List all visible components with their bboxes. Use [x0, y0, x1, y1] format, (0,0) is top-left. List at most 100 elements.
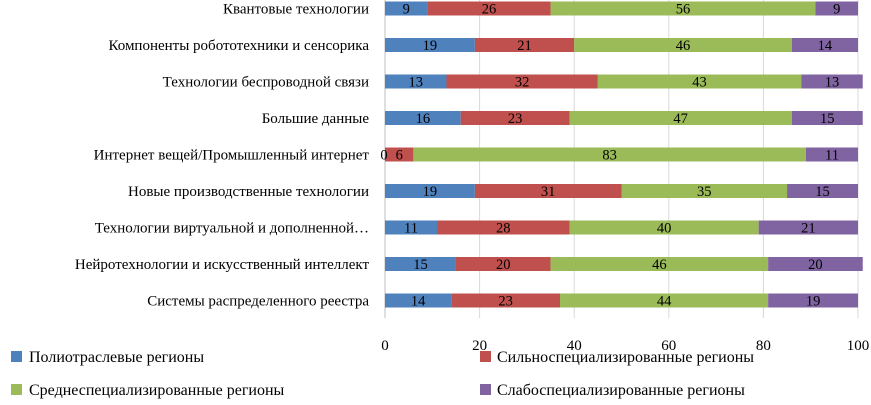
- category-labels: Квантовые технологии Компоненты робототех…: [75, 2, 370, 310]
- bar-segment: [460, 111, 570, 125]
- x-tick-label: 80: [756, 338, 771, 354]
- data-label: 16: [416, 111, 431, 127]
- bar-segment: [451, 293, 561, 308]
- category-label: Системы распределенного реестра: [147, 294, 369, 310]
- bar-segment: [427, 1, 551, 16]
- data-label: 6: [396, 148, 403, 164]
- data-label: 40: [657, 221, 672, 237]
- x-tick-label: 20: [472, 338, 487, 354]
- data-label: 15: [820, 111, 835, 127]
- x-axis-ticks: 0 20 40 60 80 100: [381, 338, 869, 354]
- data-label: 13: [408, 75, 423, 91]
- data-label: 19: [423, 38, 438, 54]
- bar-segment: [758, 220, 858, 235]
- bar-segment: [574, 38, 792, 52]
- legend-label: Полиотраслевые регионы: [29, 349, 204, 366]
- category-label: Технологии виртуальной и дополненной…: [95, 221, 369, 237]
- data-label: 43: [692, 75, 707, 91]
- data-label: 19: [423, 184, 438, 200]
- category-label: Нейротехнологии и искусственный интеллек…: [75, 257, 370, 273]
- bar-segment: [550, 257, 769, 271]
- data-label: 31: [541, 184, 556, 200]
- bar-segment: [385, 38, 475, 52]
- category-label: Квантовые технологии: [223, 2, 369, 18]
- data-label: 11: [825, 148, 839, 164]
- bar-segment: [621, 184, 788, 198]
- bar-segment: [385, 257, 456, 271]
- category-label: Компоненты робототехники и сенсорика: [108, 38, 369, 54]
- legend-label: Сильноспециализированные регионы: [497, 349, 754, 366]
- data-label: 13: [825, 75, 840, 91]
- legend-swatch: [11, 384, 22, 395]
- bar-segment: [791, 38, 858, 52]
- bar-segment: [385, 111, 461, 125]
- bar-segment: [560, 293, 769, 308]
- data-label: 23: [498, 294, 513, 310]
- data-label: 20: [496, 257, 511, 273]
- bar-segment: [791, 111, 863, 125]
- data-label: 47: [673, 111, 688, 127]
- data-label: 11: [404, 221, 418, 237]
- data-label: 20: [808, 257, 823, 273]
- x-tick-label: 40: [567, 338, 582, 354]
- data-label: 15: [413, 257, 428, 273]
- bar-segment: [597, 74, 802, 89]
- x-tick-label: 60: [661, 338, 676, 354]
- legend-swatch: [480, 351, 491, 362]
- bar-segment: [385, 293, 452, 308]
- bar-segment: [413, 147, 806, 162]
- data-label: 32: [515, 75, 530, 91]
- data-label: 0: [380, 148, 387, 164]
- bars: [385, 1, 863, 308]
- bar-segment: [550, 1, 816, 16]
- bar-segment: [768, 293, 858, 308]
- data-label: 9: [833, 2, 840, 18]
- legend-label: Слабоспециализированные регионы: [497, 382, 745, 399]
- data-label: 83: [602, 148, 617, 164]
- bar-segment: [569, 111, 792, 125]
- bar-segment: [768, 257, 863, 271]
- bar-segment: [385, 184, 475, 198]
- data-label: 35: [697, 184, 712, 200]
- data-label: 14: [411, 294, 426, 310]
- legend-label: Среднеспециализированные регионы: [29, 382, 285, 399]
- bar-segment: [569, 220, 759, 235]
- legend: Полиотраслевые регионы Сильноспециализиро…: [11, 349, 754, 399]
- bar-segment: [474, 184, 622, 198]
- data-label: 44: [657, 294, 672, 310]
- data-label: 46: [652, 257, 667, 273]
- category-label: Новые производственные технологии: [128, 184, 369, 200]
- bar-segment: [385, 220, 438, 235]
- data-label: 46: [676, 38, 691, 54]
- bar-segment: [385, 74, 447, 89]
- data-label: 21: [801, 221, 816, 237]
- x-tick-label: 0: [381, 338, 389, 354]
- category-label: Технологии беспроводной связи: [163, 75, 369, 91]
- bar-segment: [815, 1, 858, 16]
- bar-segment: [446, 74, 598, 89]
- legend-swatch: [480, 384, 491, 395]
- legend-swatch: [11, 351, 22, 362]
- data-label: 23: [508, 111, 523, 127]
- bar-segment: [474, 38, 575, 52]
- bar-segment: [385, 147, 414, 162]
- data-label: 15: [815, 184, 830, 200]
- data-label: 14: [818, 38, 833, 54]
- bar-segment: [385, 1, 428, 16]
- category-label: Большие данные: [262, 111, 370, 127]
- data-label: 19: [806, 294, 821, 310]
- data-label: 28: [496, 221, 511, 237]
- data-label: 56: [676, 2, 691, 18]
- bar-segment: [801, 74, 863, 89]
- data-label: 9: [403, 2, 410, 18]
- x-tick-label: 100: [847, 338, 870, 354]
- bar-segment: [787, 184, 858, 198]
- data-label: 26: [482, 2, 497, 18]
- category-label: Интернет вещей/Промышленный интернет: [94, 148, 370, 164]
- data-labels: 9 26 56 9 19 21 46 14 13 32 43 13 16 23 47 15 0 6 83 11 19 31…: [380, 2, 840, 310]
- bar-segment: [455, 257, 551, 271]
- data-label: 21: [517, 38, 532, 54]
- bar-segment: [805, 147, 858, 162]
- bar-segment: [437, 220, 570, 235]
